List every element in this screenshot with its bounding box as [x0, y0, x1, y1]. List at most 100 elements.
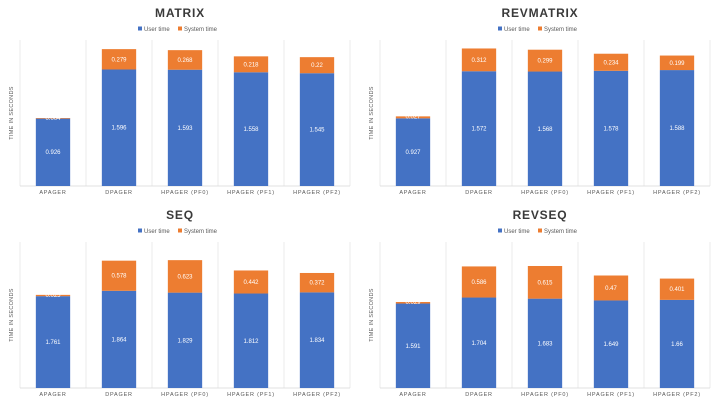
- data-label-system-time-1: 0.029: [405, 300, 421, 306]
- x-tick-label-5: HPAGER (PF2): [293, 392, 341, 398]
- data-label-user-time-2: 1.572: [471, 127, 487, 133]
- data-label-user-time-1: 0.927: [405, 150, 421, 156]
- data-label-system-time-4: 0.47: [605, 286, 617, 292]
- data-label-user-time-3: 1.593: [177, 126, 193, 132]
- legend-label-user-time: User time: [144, 27, 170, 33]
- data-label-system-time-5: 0.199: [669, 61, 685, 67]
- bar-user-time-5: [299, 73, 335, 186]
- bar-system-time-2: [461, 266, 497, 298]
- x-tick-label-3: HPAGER (PF0): [521, 190, 569, 196]
- data-label-system-time-4: 0.218: [243, 62, 259, 68]
- data-label-user-time-3: 1.568: [537, 127, 553, 133]
- bar-user-time-4: [593, 300, 629, 388]
- bar-user-time-3: [527, 71, 563, 186]
- bar-user-time-3: [167, 69, 203, 186]
- x-tick-label-4: HPAGER (PF1): [227, 190, 275, 196]
- bar-system-time-3: [527, 265, 563, 299]
- x-tick-label-3: HPAGER (PF0): [161, 392, 209, 398]
- x-tick-label-2: DPAGER: [105, 190, 133, 196]
- data-label-system-time-3: 0.623: [177, 274, 193, 280]
- legend-label-system-time: System time: [184, 27, 218, 33]
- legend-label-system-time: System time: [544, 27, 578, 33]
- chart-svg-matrix: MATRIX User time System time TIME IN SECOND…: [9, 6, 351, 196]
- bar-system-time-5: [659, 278, 695, 300]
- x-tick-label-1: APAGER: [399, 392, 426, 398]
- bar-user-time-5: [299, 292, 335, 388]
- legend-swatch-system-time: [178, 26, 182, 31]
- legend-label-user-time: User time: [504, 27, 530, 33]
- legend-swatch-system-time: [538, 26, 542, 31]
- bar-user-time-1: [35, 118, 71, 186]
- bar-user-time-4: [233, 72, 269, 186]
- legend-label-user-time: User time: [504, 229, 530, 235]
- data-label-user-time-3: 1.829: [177, 338, 193, 344]
- bar-user-time-4: [593, 70, 629, 186]
- x-tick-label-2: DPAGER: [465, 190, 493, 196]
- data-label-system-time-1: 0.027: [405, 114, 421, 120]
- bar-user-time-4: [233, 293, 269, 388]
- data-label-system-time-3: 0.615: [537, 280, 553, 286]
- data-label-system-time-4: 0.234: [603, 60, 619, 66]
- x-tick-label-1: APAGER: [39, 392, 66, 398]
- y-axis-label: TIME IN SECONDS: [9, 288, 15, 341]
- bar-user-time-1: [395, 118, 431, 186]
- bar-system-time-2: [461, 48, 497, 72]
- data-label-user-time-1: 1.591: [405, 344, 421, 350]
- legend-label-system-time: System time: [544, 229, 578, 235]
- x-tick-label-5: HPAGER (PF2): [653, 392, 701, 398]
- bar-system-time-4: [593, 275, 629, 301]
- legend-swatch-user-time: [138, 228, 142, 233]
- bar-system-time-5: [659, 55, 695, 71]
- data-label-user-time-4: 1.558: [243, 127, 259, 133]
- data-label-system-time-2: 0.578: [111, 274, 127, 280]
- x-tick-label-5: HPAGER (PF2): [653, 190, 701, 196]
- data-label-user-time-5: 1.545: [309, 128, 325, 134]
- legend-swatch-user-time: [138, 26, 142, 31]
- x-tick-label-5: HPAGER (PF2): [293, 190, 341, 196]
- x-tick-label-1: APAGER: [399, 190, 426, 196]
- y-axis-label: TIME IN SECONDS: [369, 288, 375, 341]
- bar-user-time-1: [35, 296, 71, 388]
- data-label-user-time-5: 1.588: [669, 126, 685, 132]
- bar-system-time-3: [167, 50, 203, 70]
- x-tick-label-4: HPAGER (PF1): [587, 190, 635, 196]
- legend-label-system-time: System time: [184, 229, 218, 235]
- chart-svg-revseq: REVSEQ User time System time TIME IN SECOND…: [369, 208, 711, 398]
- chart-title: REVSEQ: [513, 208, 568, 222]
- bar-system-time-1: [35, 118, 71, 119]
- legend-swatch-user-time: [498, 26, 502, 31]
- data-label-user-time-4: 1.578: [603, 126, 619, 132]
- bar-system-time-3: [527, 49, 563, 72]
- chart-panel-revseq: REVSEQ User time System time TIME IN SECOND…: [360, 202, 720, 404]
- bar-user-time-2: [101, 290, 137, 388]
- bar-system-time-3: [167, 260, 203, 293]
- y-axis-label: TIME IN SECONDS: [9, 86, 15, 139]
- x-tick-label-4: HPAGER (PF1): [227, 392, 275, 398]
- data-label-system-time-2: 0.586: [471, 280, 487, 286]
- y-axis-label: TIME IN SECONDS: [369, 86, 375, 139]
- bar-user-time-3: [527, 298, 563, 388]
- bar-system-time-5: [299, 57, 335, 74]
- bar-user-time-5: [659, 70, 695, 186]
- data-label-user-time-4: 1.649: [603, 342, 619, 348]
- chart-panel-matrix: MATRIX User time System time TIME IN SECOND…: [0, 0, 360, 202]
- chart-panel-seq: SEQ User time System time TIME IN SECONDS 1.…: [0, 202, 360, 404]
- bar-user-time-3: [167, 292, 203, 388]
- bar-user-time-1: [395, 303, 431, 388]
- data-label-system-time-1: 0.025: [45, 293, 61, 299]
- bar-user-time-2: [461, 71, 497, 186]
- data-label-system-time-5: 0.22: [311, 63, 323, 69]
- x-tick-label-3: HPAGER (PF0): [521, 392, 569, 398]
- data-label-system-time-2: 0.312: [471, 58, 487, 64]
- bar-system-time-4: [233, 56, 269, 73]
- data-label-user-time-5: 1.834: [309, 338, 325, 344]
- bar-system-time-1: [395, 301, 431, 304]
- data-label-system-time-1: 0.004: [45, 116, 61, 122]
- chart-title: REVMATRIX: [502, 6, 579, 20]
- bar-system-time-2: [101, 49, 137, 70]
- data-label-user-time-1: 1.761: [45, 340, 61, 346]
- bar-system-time-1: [395, 116, 431, 119]
- data-label-user-time-2: 1.704: [471, 341, 487, 347]
- x-tick-label-2: DPAGER: [105, 392, 133, 398]
